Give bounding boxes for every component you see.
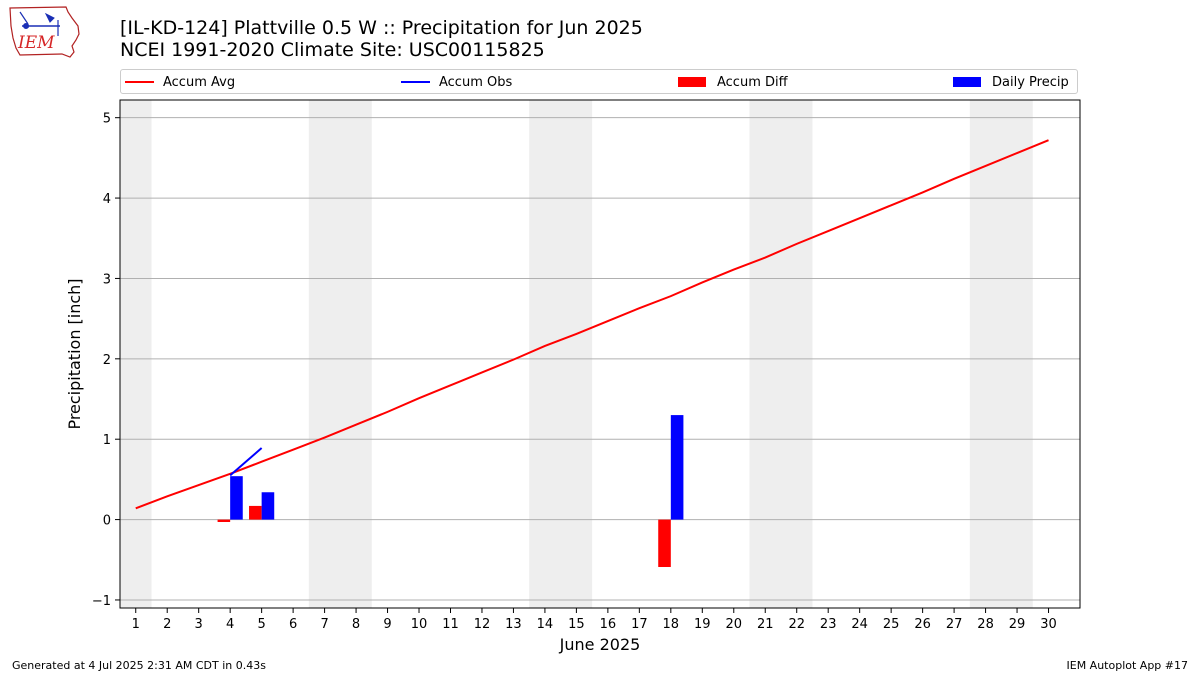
y-tick-label: −1 (92, 594, 111, 609)
x-tick-label: 19 (694, 617, 711, 632)
y-tick-label: 1 (103, 433, 111, 448)
x-tick-label: 8 (352, 617, 360, 632)
x-tick-label: 25 (883, 617, 900, 632)
daily-precip-bar (261, 492, 275, 520)
accum-diff-bar (658, 519, 671, 568)
accum-diff-bar (249, 505, 262, 520)
logo-text: IEM (17, 33, 55, 53)
x-tick-label: 9 (383, 617, 391, 632)
x-tick-label: 20 (725, 617, 742, 632)
y-axis-label: Precipitation [inch] (65, 278, 84, 429)
x-tick-label: 13 (505, 617, 522, 632)
x-tick-label: 28 (977, 617, 994, 632)
x-tick-label: 14 (537, 617, 554, 632)
chart-subtitle: NCEI 1991-2020 Climate Site: USC00115825 (120, 39, 545, 61)
daily-precip-bar (670, 415, 684, 520)
weekend-band (749, 100, 813, 608)
x-axis-label: June 2025 (559, 635, 641, 654)
x-tick-label: 29 (1009, 617, 1026, 632)
gridlines (120, 117, 1080, 601)
y-tick-label: 5 (103, 112, 111, 127)
bars (217, 415, 684, 568)
x-tick-label: 16 (600, 617, 617, 632)
chart-title: [IL-KD-124] Plattville 0.5 W :: Precipit… (120, 17, 643, 39)
legend-item-daily-precip: Daily Precip (953, 73, 1069, 91)
x-tick-label: 7 (320, 617, 328, 632)
x-tick-label: 11 (442, 617, 459, 632)
x-tick-label: 22 (788, 617, 805, 632)
y-tick-label: 3 (103, 272, 111, 287)
weekend-band (969, 100, 1033, 608)
x-tick-label: 21 (757, 617, 774, 632)
legend-item-accum-avg: Accum Avg (125, 73, 235, 91)
x-tick-label: 5 (257, 617, 265, 632)
iowa-state-outline (9, 6, 80, 58)
weather-station-icon (19, 11, 60, 36)
weekend-band (120, 100, 152, 608)
legend-swatch-accum-obs (401, 81, 430, 83)
legend-label: Accum Obs (439, 74, 513, 90)
y-tick-label: 2 (103, 353, 111, 368)
legend-label: Accum Avg (163, 74, 236, 90)
weekend-band (529, 100, 593, 608)
weekend-band (308, 100, 372, 608)
accum-avg-line (135, 139, 1049, 510)
legend: Accum Avg Accum Obs Accum Diff Daily Pre… (120, 69, 1078, 94)
lines (135, 139, 1049, 510)
iem-logo: IEM (9, 6, 80, 58)
generated-timestamp: Generated at 4 Jul 2025 2:31 AM CDT in 0… (12, 659, 266, 672)
plot-frame (119, 99, 1081, 609)
legend-swatch-accum-avg (125, 81, 154, 83)
x-tick-label: 4 (226, 617, 234, 632)
x-tick-label: 6 (289, 617, 297, 632)
legend-label: Daily Precip (992, 74, 1069, 90)
legend-item-accum-obs: Accum Obs (401, 73, 512, 91)
y-tick-label: 0 (103, 514, 111, 529)
x-tick-label: 27 (946, 617, 963, 632)
weekend-shading (120, 100, 1033, 608)
legend-label: Accum Diff (717, 74, 788, 90)
x-tick-label: 1 (132, 617, 140, 632)
x-tick-label: 12 (474, 617, 491, 632)
app-credit: IEM Autoplot App #17 (1066, 659, 1189, 672)
x-tick-label: 17 (631, 617, 648, 632)
daily-precip-bar (230, 476, 243, 520)
x-tick-label: 26 (914, 617, 931, 632)
x-tick-label: 2 (163, 617, 171, 632)
x-tick-label: 3 (195, 617, 203, 632)
legend-swatch-daily-precip (953, 77, 981, 87)
x-tick-label: 24 (851, 617, 868, 632)
x-tick-label: 23 (820, 617, 837, 632)
x-tick-label: 10 (411, 617, 428, 632)
legend-swatch-accum-diff (678, 77, 706, 87)
x-tick-label: 18 (663, 617, 680, 632)
accum-diff-bar (217, 519, 231, 522)
y-tick-label: 4 (103, 192, 111, 207)
x-tick-label: 30 (1040, 617, 1057, 632)
legend-item-accum-diff: Accum Diff (678, 73, 788, 91)
x-tick-label: 15 (568, 617, 585, 632)
accum-obs-line (229, 447, 263, 477)
